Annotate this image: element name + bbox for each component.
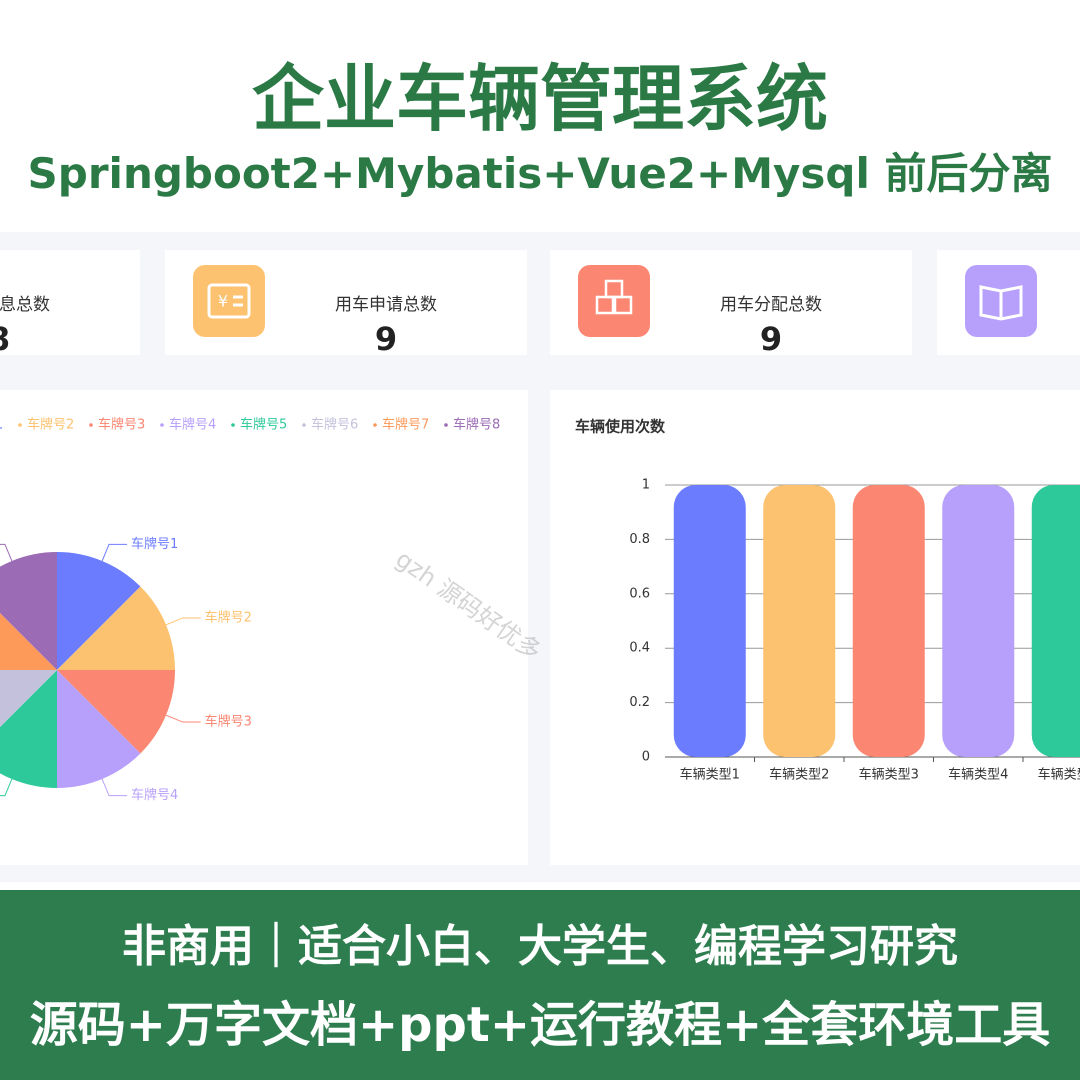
pie-slice [57,586,175,670]
card-label: 用车分配总数 [720,295,822,315]
legend-label: 车牌号6 [311,417,358,433]
bar [1031,485,1080,757]
card-value: 9 [374,320,398,358]
subtitle: Springboot2+Mybatis+Vue2+Mysql 前后分离 [27,149,1053,198]
slice-label: 车牌号3 [205,714,252,730]
y-tick-label: 0 [642,750,650,765]
pie-slice [57,670,141,788]
leader-line [0,778,13,797]
legend-dot [302,423,306,427]
pie-panel: 车牌号1 车牌号2 车牌号3 车牌号4 车牌号5 车牌号6 车牌号7 车牌号8 车牌号1 车牌号2… [0,390,528,865]
slice-label: 车牌号2 [205,609,252,625]
card-icon: ¥ [193,265,265,337]
leader-line [0,543,13,562]
y-tick-label: 0.8 [629,532,650,547]
y-tick-label: 0.6 [629,586,650,601]
legend-dot [373,423,377,427]
legend-label: 车牌号1 [0,417,3,433]
bar [763,485,836,757]
bar [673,485,746,757]
pie-slice [0,670,57,788]
dashboard: 车辆信息总数 8 ¥ 用车申请总数 9 用车分配总数 9 车牌号1车牌号2车牌号… [0,232,1080,882]
svg-text:¥: ¥ [218,292,228,311]
card-label: 车辆信息总数 [0,295,50,315]
legend-label: 车牌号7 [382,417,429,433]
pie-slice [0,670,57,728]
slice-label: 车牌号1 [131,536,178,552]
footer-line: 非商用｜适合小白、大学生、编程学习研究 [122,921,958,972]
legend-dot [444,423,448,427]
leader-line [101,543,128,562]
card-icon [965,265,1037,337]
stat-card: 车辆信息总数 8 [0,250,140,358]
legend-dot [89,423,93,427]
stat-card: 用车分配总数 9 [550,250,912,358]
x-tick-label: 车辆类型1 [680,767,740,783]
bar-chart: 车辆使用次数 0 0.2 0.4 0.6 0.8 1 车辆类型1 车辆类型2 车辆类型3 车辆类型4… [575,418,1080,783]
legend-dot [160,423,164,427]
footer: 非商用｜适合小白、大学生、编程学习研究 源码+万字文档+ppt+运行教程+全套环… [0,890,1080,1080]
x-tick-label: 车辆类型2 [769,767,829,783]
legend-label: 车牌号4 [169,417,216,433]
legend-dot [18,423,22,427]
pie-slice [57,670,175,754]
pie-slice [0,612,57,670]
x-tick-label: 车辆类型4 [948,767,1008,783]
y-tick-label: 1 [642,478,650,493]
leader-line [165,617,201,626]
y-tick-label: 0.4 [629,641,650,656]
y-tick-label: 0.2 [629,695,650,710]
legend-label: 车牌号5 [240,417,287,433]
stat-card [937,250,1080,355]
x-tick-label: 车辆类型3 [859,767,919,783]
x-tick-label: 车辆类型5 [1038,767,1080,783]
card-value: 9 [759,320,783,358]
legend-label: 车牌号8 [453,417,500,433]
bar-panel: 车辆使用次数 0 0.2 0.4 0.6 0.8 1 车辆类型1 车辆类型2 车辆类型3 车辆类型4… [550,390,1080,865]
pie-slice [57,552,141,670]
pie-slice [0,552,57,670]
stat-card: ¥ 用车申请总数 9 [165,250,527,358]
card-icon [578,265,650,337]
title: 企业车辆管理系统 [251,57,828,141]
card-value: 8 [0,320,99,358]
bar [852,485,925,757]
leader-line [101,778,128,797]
bar [942,485,1015,757]
slice-label: 车牌号4 [131,787,178,803]
pie-chart: 车牌号1 车牌号2 车牌号3 车牌号4 车牌号5 车牌号6 车牌号7 车牌号8 车牌号1 车牌号2… [0,417,500,803]
leader-line [165,714,201,723]
legend-label: 车牌号3 [98,417,145,433]
legend-label: 车牌号2 [27,417,74,433]
legend-dot [231,423,235,427]
chart-title: 车辆使用次数 [575,418,666,436]
footer-line: 源码+万字文档+ppt+运行教程+全套环境工具 [29,997,1051,1053]
card-label: 用车申请总数 [335,295,437,315]
